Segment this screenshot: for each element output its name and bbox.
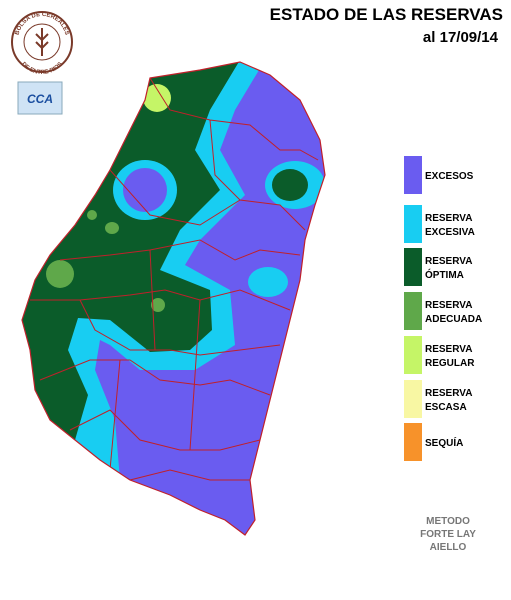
legend-swatch (404, 423, 422, 461)
legend: EXCESOSRESERVAEXCESIVARESERVAÓPTIMARESER… (404, 156, 482, 461)
method: METODO FORTE LAY AIELLO (420, 516, 476, 553)
legend-swatch (404, 292, 422, 330)
date: al 17/09/14 (423, 29, 499, 46)
method-text: METODO (426, 516, 470, 527)
legend-label: RESERVA (425, 300, 472, 311)
zone-excesiva (248, 267, 288, 297)
legend-label: RESERVA (425, 344, 472, 355)
zone-adecuada (46, 260, 74, 288)
legend-label: RESERVA (425, 213, 472, 224)
method-text: AIELLO (430, 542, 467, 553)
badge-logo: CCA (17, 81, 63, 115)
legend-swatch (404, 380, 422, 418)
legend-label: EXCESIVA (425, 227, 475, 238)
legend-label: ADECUADA (425, 314, 482, 325)
legend-label: EXCESOS (425, 171, 474, 182)
legend-label: ESCASA (425, 402, 467, 413)
badge-text: CCA (27, 92, 53, 106)
legend-label: RESERVA (425, 256, 472, 267)
department-borders (30, 77, 319, 481)
province-outline (21, 61, 326, 536)
title: ESTADO DE LAS RESERVAS (270, 5, 503, 24)
method-text: FORTE LAY (420, 529, 476, 540)
zone-excesos (123, 168, 167, 212)
legend-label: ÓPTIMA (425, 268, 464, 281)
legend-label: REGULAR (425, 358, 475, 369)
legend-swatch (404, 205, 422, 243)
legend-label: RESERVA (425, 388, 472, 399)
legend-swatch (404, 156, 422, 194)
map (22, 62, 325, 535)
legend-swatch (404, 248, 422, 286)
zone-optima (272, 169, 308, 201)
zone-adecuada (105, 222, 119, 234)
seal-logo: BOLSA DE CEREALES DE ENTRE RIOS (11, 11, 73, 76)
legend-swatch (404, 336, 422, 374)
legend-label: SEQUÍA (425, 436, 463, 449)
zone-regular (143, 84, 171, 112)
zone-adecuada (151, 298, 165, 312)
zone-adecuada (87, 210, 97, 220)
